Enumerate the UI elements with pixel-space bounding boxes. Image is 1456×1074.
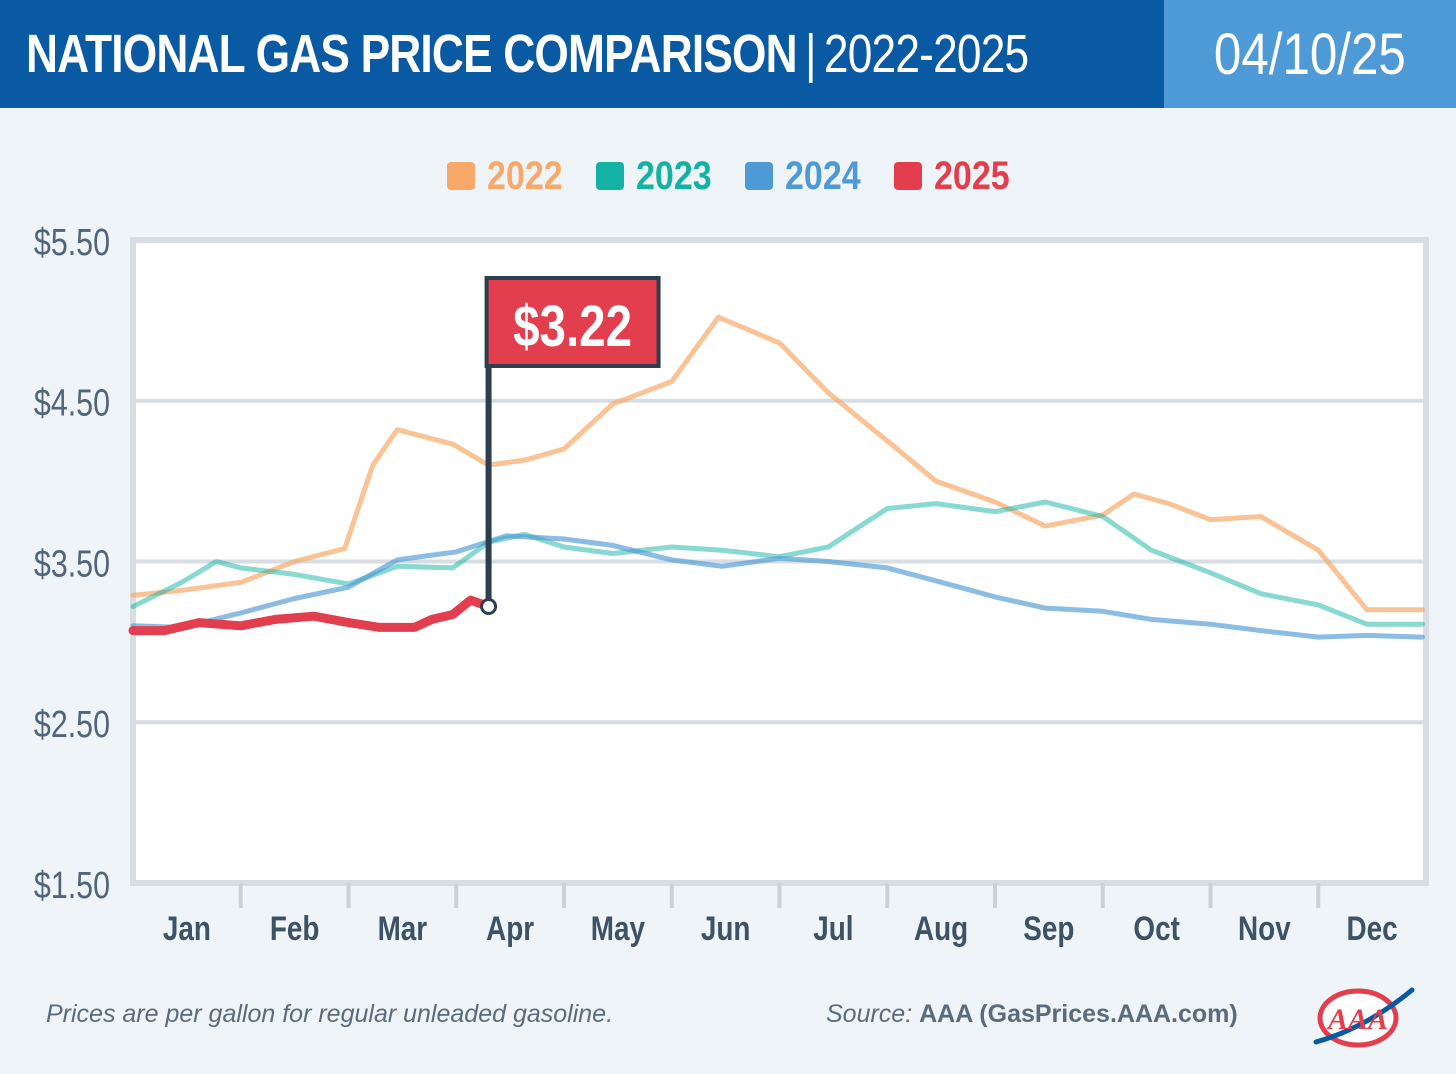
- legend-item-2022: 2022: [447, 153, 563, 199]
- y-tick-label: $4.50: [34, 383, 110, 425]
- series-line-2024: [130, 533, 1425, 640]
- y-tick-label: $2.50: [34, 704, 110, 746]
- logo-text: AAA: [1326, 1003, 1388, 1036]
- chart-title: NATIONAL GAS PRICE COMPARISON | 2022-2025: [26, 23, 1029, 85]
- title-bar: NATIONAL GAS PRICE COMPARISON | 2022-2025: [0, 0, 1164, 108]
- x-tick-label: Nov: [1238, 909, 1291, 947]
- legend-label-2022: 2022: [487, 153, 563, 198]
- date-bar: 04/10/25: [1164, 0, 1456, 108]
- x-tick-label: Aug: [914, 909, 968, 947]
- legend-item-2025: 2025: [893, 153, 1010, 199]
- footer-note: Prices are per gallon for regular unlead…: [46, 1000, 614, 1028]
- series-line-2025: [128, 595, 494, 636]
- callout-marker: [480, 598, 498, 616]
- x-tick-label: Oct: [1133, 909, 1179, 947]
- footer-source: Source: AAA (GasPrices.AAA.com): [826, 1000, 1238, 1029]
- aaa-logo: AAA: [1313, 987, 1415, 1048]
- header: NATIONAL GAS PRICE COMPARISON | 2022-2025 …: [0, 0, 1456, 108]
- y-tick-label: $1.50: [34, 865, 110, 907]
- x-tick-label: Dec: [1347, 909, 1398, 947]
- source-label: Source:: [826, 1000, 913, 1028]
- series-line-2023: [130, 499, 1425, 627]
- x-tick-label: Sep: [1023, 909, 1074, 947]
- legend-item-2023: 2023: [596, 153, 712, 199]
- legend-label-2023: 2023: [636, 153, 712, 198]
- x-tick-label: Jun: [701, 909, 751, 947]
- x-tick-label: May: [591, 909, 646, 947]
- source-value: AAA (GasPrices.AAA.com): [919, 1000, 1238, 1028]
- series-line-2022: [130, 314, 1425, 613]
- legend: 2022 2023 2024 2025: [0, 148, 1456, 204]
- y-tick-label: $5.50: [34, 222, 110, 264]
- legend-swatch-2025: [893, 162, 922, 190]
- title-years: 2022-2025: [823, 24, 1029, 84]
- x-tick-label: Mar: [378, 909, 428, 947]
- legend-item-2024: 2024: [745, 153, 861, 199]
- y-tick-label: $3.50: [34, 543, 110, 585]
- legend-swatch-2023: [596, 162, 625, 190]
- callout-value: $3.22: [513, 295, 632, 360]
- callout-flag: [484, 276, 661, 368]
- legend-label-2024: 2024: [785, 153, 861, 198]
- report-date: 04/10/25: [1214, 21, 1406, 87]
- legend-swatch-2022: [447, 162, 476, 190]
- x-tick-label: Jul: [813, 909, 853, 947]
- x-tick-label: Apr: [486, 909, 534, 947]
- x-tick-label: Feb: [270, 909, 320, 947]
- legend-swatch-2024: [745, 162, 773, 190]
- legend-label-2025: 2025: [933, 153, 1010, 198]
- title-separator: |: [805, 24, 817, 84]
- x-tick-label: Jan: [163, 909, 211, 947]
- title-main: NATIONAL GAS PRICE COMPARISON: [26, 24, 798, 84]
